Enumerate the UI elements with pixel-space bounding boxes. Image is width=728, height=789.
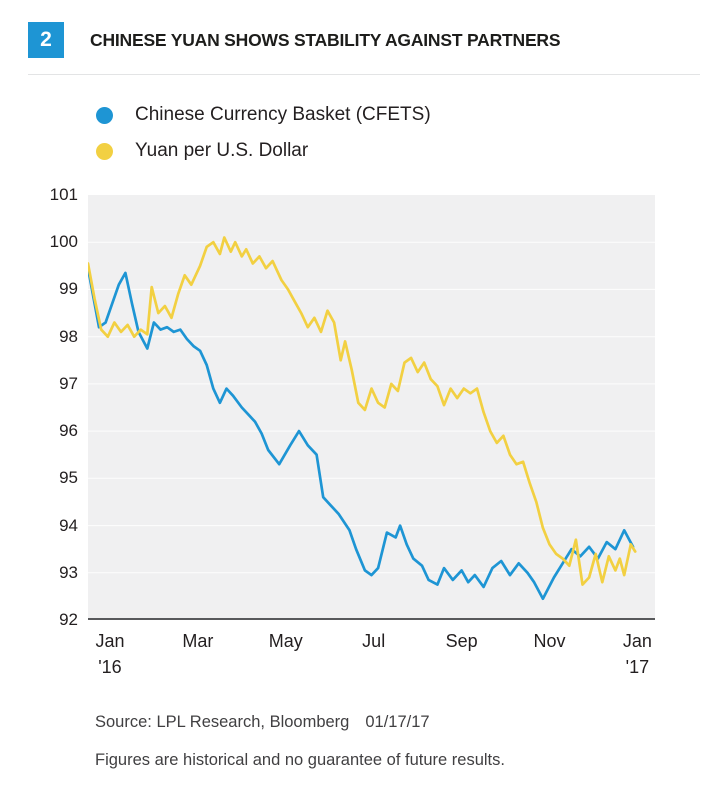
- source-date: 01/17/17: [365, 713, 430, 731]
- x-axis-labels: Jan '16 Mar May Jul Sep Nov Jan '17: [0, 628, 728, 686]
- y-axis-tick-label: 92: [59, 610, 78, 629]
- x-axis-tick-label: Nov: [533, 631, 566, 651]
- y-axis-tick-label: 99: [59, 279, 78, 299]
- disclaimer-text: Figures are historical and no guarantee …: [95, 751, 505, 769]
- legend-label-cfets: Chinese Currency Basket (CFETS): [135, 104, 431, 125]
- y-axis-tick-label: 98: [59, 326, 78, 346]
- source-line: Source: LPL Research, Bloomberg 01/17/17: [95, 710, 728, 734]
- legend-item-usd: Yuan per U.S. Dollar: [96, 133, 728, 169]
- header-divider: [28, 74, 700, 75]
- y-axis-tick-label: 95: [59, 468, 78, 488]
- legend-marker-yellow-icon: [96, 142, 113, 160]
- line-chart: 92 93 94 95 96 97 98 99 100 101: [0, 185, 728, 629]
- figure-number-badge: 2: [28, 22, 64, 58]
- x-axis-tick-label: Jan '17: [622, 631, 652, 677]
- x-axis-tick-label: Mar: [182, 631, 214, 651]
- series-line-usd: [88, 236, 637, 586]
- legend-label-usd: Yuan per U.S. Dollar: [135, 140, 309, 161]
- x-axis-tick-label: Jul: [362, 631, 386, 651]
- chart-footer: Source: LPL Research, Bloomberg 01/17/17 …: [95, 710, 728, 772]
- x-axis-tick-label: Sep: [445, 631, 478, 651]
- chart-plot-svg: [88, 236, 655, 601]
- y-axis-tick-label: 94: [59, 515, 78, 535]
- chart-title: CHINESE YUAN SHOWS STABILITY AGAINST PAR…: [90, 29, 561, 50]
- y-axis-tick-label: 96: [59, 421, 78, 441]
- y-axis-tick-label: 101: [49, 185, 78, 204]
- x-axis-tick-label: May: [268, 631, 303, 651]
- y-axis-tick-label: 97: [59, 373, 78, 393]
- y-axis-labels: 92 93 94 95 96 97 98 99 100 101: [0, 185, 78, 629]
- legend: Chinese Currency Basket (CFETS) Yuan per…: [96, 97, 728, 169]
- legend-item-cfets: Chinese Currency Basket (CFETS): [96, 97, 728, 133]
- y-axis-tick-label: 100: [49, 232, 78, 252]
- figure-header: 2 CHINESE YUAN SHOWS STABILITY AGAINST P…: [0, 0, 728, 58]
- series-line-cfets: [88, 266, 635, 601]
- plot-area: [88, 195, 655, 620]
- legend-marker-blue-icon: [96, 106, 113, 124]
- source-text: Source: LPL Research, Bloomberg: [95, 713, 350, 731]
- y-axis-tick-label: 93: [59, 562, 78, 582]
- x-axis-tick-label: Jan '16: [95, 631, 125, 677]
